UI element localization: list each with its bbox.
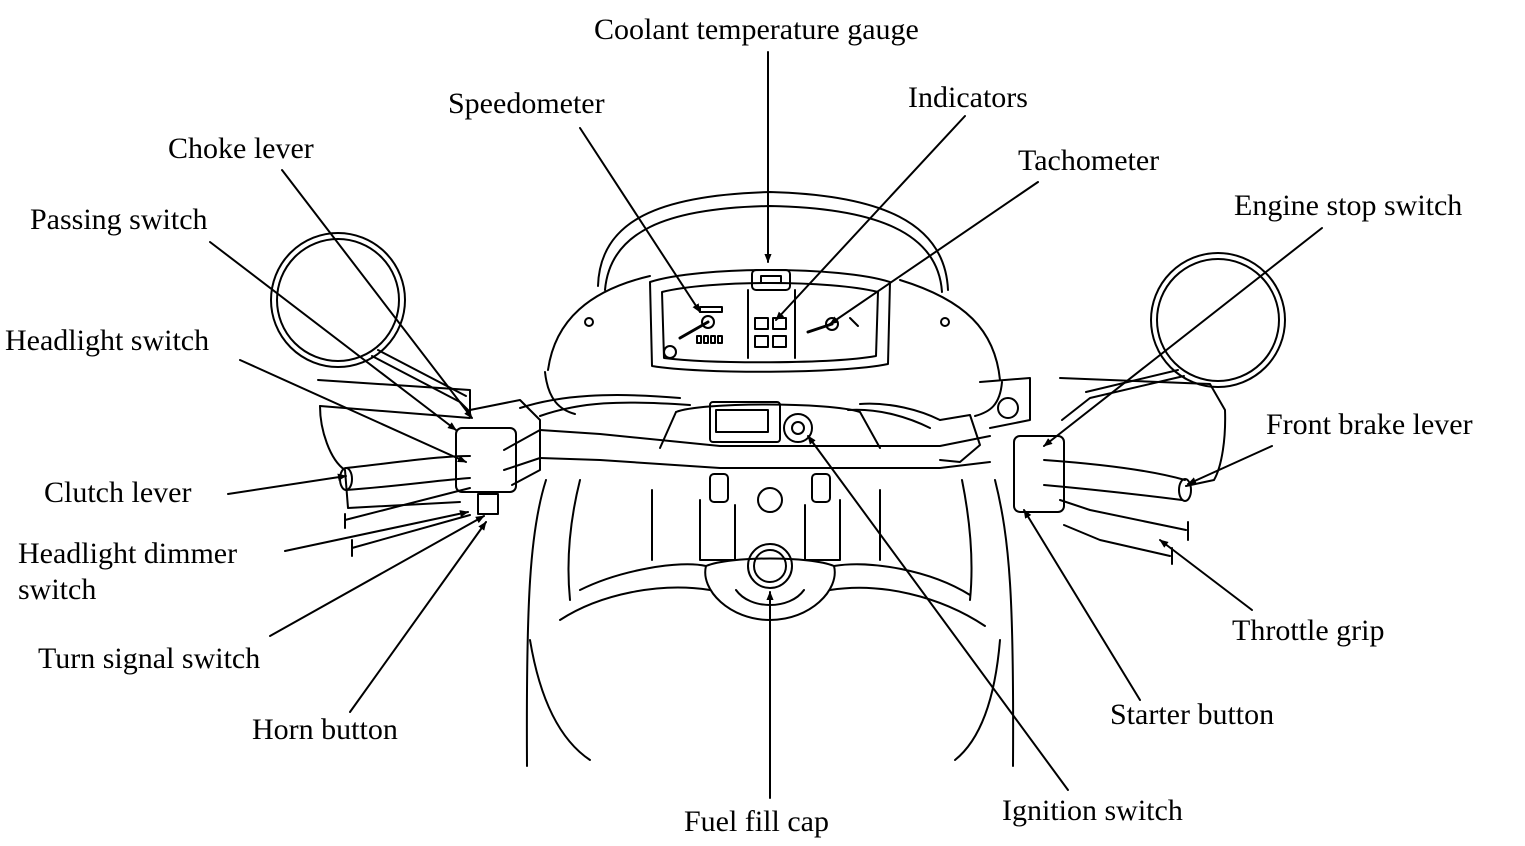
instrument-panel [649, 269, 891, 373]
label-tachometer: Tachometer [1018, 144, 1160, 177]
label-throttle-grip: Throttle grip [1232, 614, 1385, 647]
right-controls [939, 377, 1227, 565]
label-ignition-switch: Ignition switch [1002, 794, 1183, 827]
leader-passing-switch [209, 241, 457, 431]
leader-speedometer [579, 127, 701, 313]
label-turn-signal-switch: Turn signal switch [38, 642, 261, 675]
leader-clutch-lever [227, 473, 347, 495]
label-front-brake-lever: Front brake lever [1266, 408, 1473, 441]
label-speedometer: Speedometer [448, 87, 605, 120]
leader-choke-lever [281, 169, 473, 419]
leader-headlight-switch [239, 359, 467, 463]
left-mirror [270, 232, 471, 413]
label-headlight-switch: Headlight switch [5, 324, 210, 357]
leader-throttle-grip [1159, 539, 1253, 611]
leader-horn-button [349, 521, 487, 713]
label-fuel-fill-cap: Fuel fill cap [684, 805, 829, 838]
left-controls [317, 379, 541, 557]
leader-headlight-dimmer-switch [284, 510, 469, 552]
leader-engine-stop-switch [1043, 227, 1323, 447]
leader-lines [209, 51, 1323, 799]
label-engine-stop-switch: Engine stop switch [1234, 189, 1463, 222]
leader-tachometer [829, 181, 1039, 325]
cables [519, 394, 941, 429]
label-coolant-temperature-gauge: Coolant temperature gauge [594, 13, 919, 46]
right-mirror [1061, 252, 1286, 421]
label-headlight-dimmer-switch: Headlight dimmer switch [18, 536, 237, 608]
label-starter-button: Starter button [1110, 698, 1275, 731]
leader-indicators [775, 115, 966, 321]
windscreen [544, 191, 1003, 417]
label-passing-switch: Passing switch [30, 203, 208, 236]
fuel-tank [525, 479, 1015, 767]
label-indicators: Indicators [908, 81, 1028, 114]
leader-ignition-switch [807, 435, 1069, 791]
handlebar [503, 429, 991, 471]
label-headlight-dimmer-switch-line2: switch [18, 573, 97, 606]
label-choke-lever: Choke lever [168, 132, 314, 165]
leader-front-brake-lever [1187, 445, 1273, 485]
steering-head [651, 401, 881, 561]
leader-turn-signal-switch [269, 515, 485, 637]
label-headlight-dimmer-switch-line1: Headlight dimmer [18, 537, 238, 570]
label-horn-button: Horn button [252, 713, 398, 746]
label-clutch-lever: Clutch lever [44, 476, 192, 509]
leader-starter-button [1023, 509, 1141, 701]
